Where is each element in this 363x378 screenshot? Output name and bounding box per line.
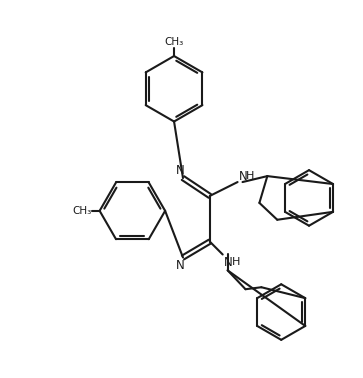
- Text: N: N: [239, 170, 248, 183]
- Text: H: H: [246, 171, 255, 181]
- Text: CH₃: CH₃: [164, 37, 184, 47]
- Text: N: N: [224, 256, 233, 269]
- Text: N: N: [176, 164, 184, 177]
- Text: H: H: [231, 257, 240, 267]
- Text: CH₃: CH₃: [72, 206, 91, 216]
- Text: N: N: [176, 259, 184, 272]
